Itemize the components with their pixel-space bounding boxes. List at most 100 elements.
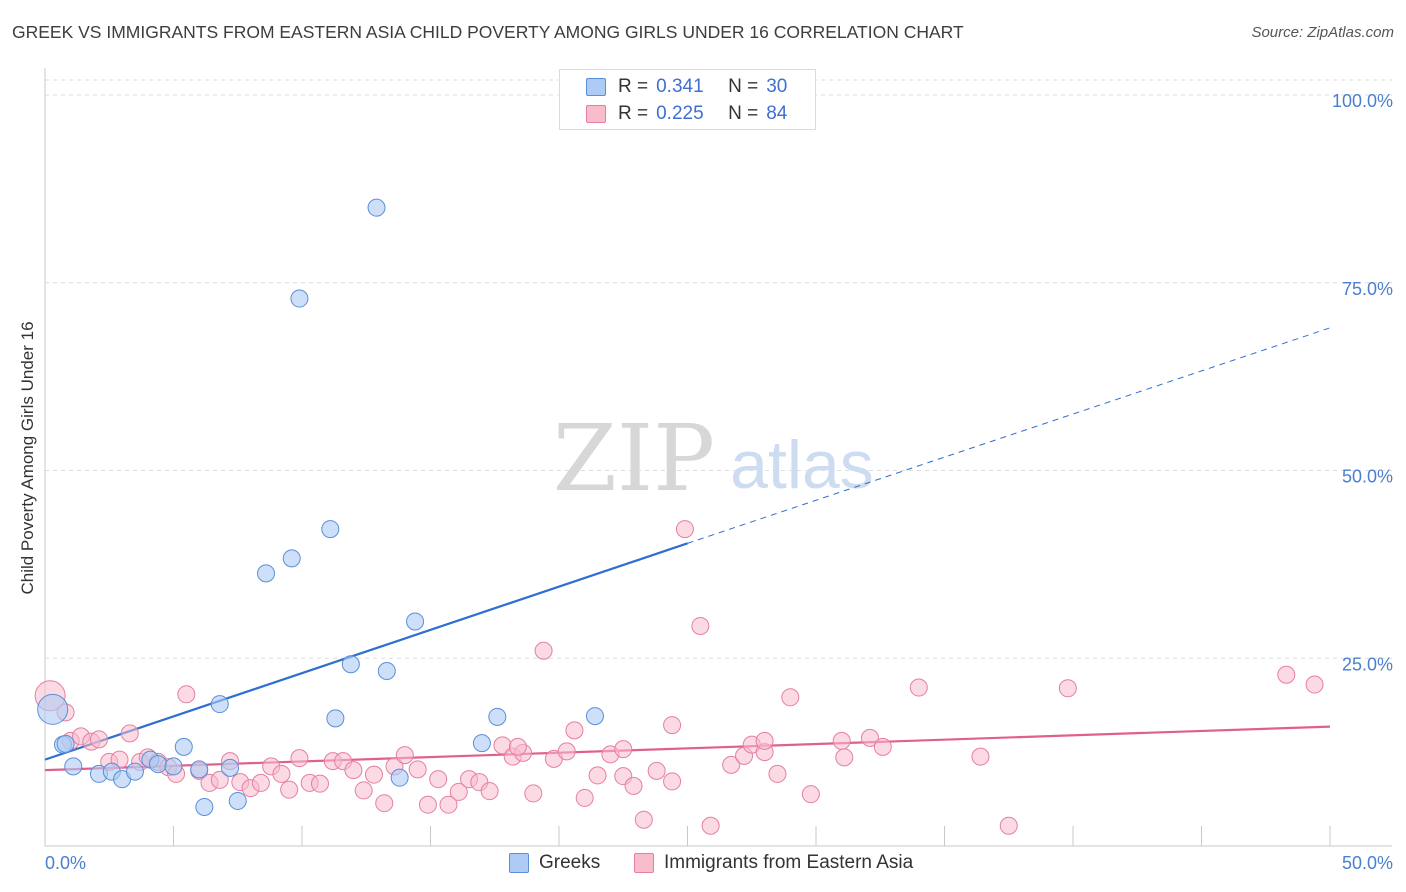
gridlines: [45, 79, 1392, 659]
greeks-point: [125, 762, 144, 781]
legend-immigrants-label: Immigrants from Eastern Asia: [664, 852, 914, 873]
greeks-point: [290, 289, 309, 308]
greeks-point: [326, 709, 345, 728]
immigrants-point: [534, 641, 553, 660]
immigrants-point: [663, 772, 682, 791]
immigrants-point: [120, 724, 139, 743]
greeks-trend-extension: [687, 327, 1331, 544]
immigrants-point: [835, 748, 854, 767]
immigrants-point: [832, 731, 851, 750]
legend-greeks-swatch: [509, 853, 529, 873]
immigrants-point: [755, 731, 774, 750]
immigrants-point: [691, 616, 710, 635]
greeks-n-label: N =: [728, 76, 759, 97]
greeks-point: [190, 760, 209, 779]
greeks-trend-line: [44, 542, 688, 761]
immigrants-point: [565, 721, 584, 740]
immigrants-point: [344, 761, 363, 780]
greeks-point: [228, 791, 247, 810]
immigrants-point: [575, 788, 594, 807]
immigrants-point: [210, 770, 229, 789]
y-tick-label: 25.0%: [1342, 654, 1393, 674]
immigrants-point: [429, 770, 448, 789]
immigrants-point: [663, 716, 682, 735]
immigrants-point: [272, 764, 291, 783]
immigrants-point: [860, 728, 879, 747]
immigrants-point: [614, 740, 633, 759]
watermark-zip: ZIP: [553, 405, 715, 512]
x-tick-label-min: 0.0%: [45, 853, 86, 873]
immigrants-trend-line: [44, 725, 1331, 772]
immigrants-point: [418, 795, 437, 814]
greeks-point: [164, 757, 183, 776]
immigrants-point: [634, 810, 653, 829]
stats-row-immigrants: R = 0.225 N = 84: [586, 101, 787, 127]
chart-title: GREEK VS IMMIGRANTS FROM EASTERN ASIA CH…: [12, 22, 964, 42]
immigrants-point: [439, 795, 458, 814]
greeks-point: [221, 758, 240, 777]
greeks-point: [367, 198, 386, 217]
immigrants-point: [675, 520, 694, 539]
immigrants-point: [310, 774, 329, 793]
greeks-point: [406, 612, 425, 631]
tick-labels: 25.0% 50.0% 75.0% 100.0% 0.0% 50.0%: [45, 91, 1393, 873]
trend-lines: [44, 327, 1331, 772]
watermark: ZIP atlas: [553, 405, 874, 512]
greeks-point: [321, 520, 340, 539]
greeks-point: [257, 564, 276, 583]
immigrants-point: [364, 765, 383, 784]
immigrants-point: [971, 747, 990, 766]
immigrants-n-value: 84: [766, 103, 788, 124]
greeks-n-value: 30: [766, 76, 788, 97]
x-tick-label-max: 50.0%: [1342, 853, 1393, 873]
greeks-point: [195, 797, 214, 816]
greeks-point: [174, 737, 193, 756]
immigrants-point: [557, 742, 576, 761]
immigrants-point: [588, 766, 607, 785]
greeks-point: [585, 707, 604, 726]
y-axis-label: Child Poverty Among Girls Under 16: [18, 321, 37, 595]
immigrants-point: [375, 794, 394, 813]
immigrants-point: [524, 784, 543, 803]
greeks-point: [390, 768, 409, 787]
greeks-point: [64, 757, 83, 776]
stats-row-greeks: R = 0.341 N = 30: [586, 74, 787, 100]
immigrants-point: [449, 782, 468, 801]
y-tick-label: 75.0%: [1342, 279, 1393, 299]
immigrants-point: [999, 816, 1018, 835]
greeks-point: [488, 707, 507, 726]
y-tick-label: 100.0%: [1332, 91, 1393, 111]
axes: [44, 68, 1392, 847]
immigrants-r-label: R =: [618, 103, 649, 124]
legend-item-immigrants: Immigrants from Eastern Asia: [634, 852, 913, 874]
immigrants-point: [1277, 665, 1296, 684]
watermark-atlas: atlas: [730, 427, 874, 503]
legend-immigrants-swatch: [634, 853, 654, 873]
immigrants-point: [624, 776, 643, 795]
immigrants-point: [909, 678, 928, 697]
legend-item-greeks: Greeks: [509, 852, 600, 874]
immigrants-r-value: 0.225: [656, 103, 704, 124]
greeks-r-label: R =: [618, 76, 649, 97]
immigrants-point: [701, 816, 720, 835]
legend-greeks-label: Greeks: [539, 852, 601, 873]
correlation-stats-box: R = 0.341 N = 30 R = 0.225 N = 84: [559, 69, 816, 130]
immigrants-n-label: N =: [728, 103, 759, 124]
immigrants-swatch: [586, 105, 606, 123]
greeks-swatch: [586, 78, 606, 96]
immigrants-point: [801, 785, 820, 804]
immigrants-point: [89, 730, 108, 749]
immigrants-point: [177, 685, 196, 704]
greeks-point: [472, 734, 491, 753]
immigrants-point: [508, 737, 527, 756]
immigrants-point: [408, 760, 427, 779]
greeks-point: [56, 734, 75, 753]
immigrants-point: [768, 764, 787, 783]
immigrants-point: [480, 782, 499, 801]
immigrants-point: [647, 761, 666, 780]
immigrants-point: [722, 755, 741, 774]
greeks-point: [377, 662, 396, 681]
immigrants-point: [290, 749, 309, 768]
immigrants-point: [873, 737, 892, 756]
